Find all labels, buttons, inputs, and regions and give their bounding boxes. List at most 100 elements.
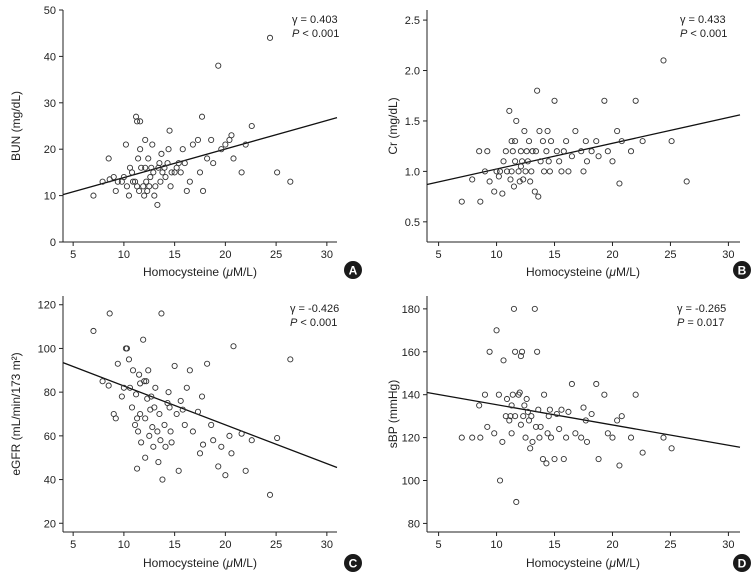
panel-d-data-point bbox=[517, 353, 524, 360]
panel-c-data-point bbox=[140, 336, 147, 343]
panel-d-data-point bbox=[508, 402, 515, 409]
panel-a-y-tick-label: 10 bbox=[44, 191, 56, 203]
panel-c-data-point bbox=[158, 310, 165, 317]
panel-d-badge bbox=[733, 554, 751, 572]
panel-c-data-point bbox=[274, 434, 281, 442]
panel-a-data-point bbox=[151, 192, 158, 199]
panel-c-data-point bbox=[166, 404, 173, 411]
panel-c-data-point bbox=[210, 437, 217, 444]
panel-c-regression-line bbox=[62, 362, 338, 469]
panel-d-data-point bbox=[522, 434, 529, 441]
panel-a-data-point bbox=[137, 146, 144, 153]
panel-b-data-point bbox=[495, 173, 502, 180]
panel-a-xlabel: Homocysteine (μM/L) bbox=[143, 265, 257, 279]
panel-d-data-point bbox=[477, 434, 484, 441]
panel-c-data-point bbox=[151, 404, 158, 411]
panel-d-y-tick-label: 180 bbox=[402, 304, 420, 316]
panel-c-data-point bbox=[126, 384, 134, 391]
panel-b-data-point bbox=[541, 168, 548, 175]
panel-a-data-point bbox=[157, 178, 164, 185]
panel-c-y-tick-label: 40 bbox=[44, 475, 56, 487]
panel-b-data-point bbox=[508, 138, 515, 145]
panel-c-data-point bbox=[226, 432, 233, 439]
panel-d-data-point bbox=[496, 477, 504, 484]
panel-a-data-point bbox=[274, 169, 281, 176]
panel-b-data-point bbox=[609, 158, 616, 165]
panel-a-data-point bbox=[158, 150, 165, 157]
panel-c-data-point bbox=[181, 421, 188, 428]
panel-a-gamma: γ = 0.403 bbox=[292, 14, 338, 26]
panel-a-data-point bbox=[179, 146, 186, 153]
panel-b-x-tick-label: 15 bbox=[548, 249, 560, 261]
panel-c-data-point bbox=[157, 437, 164, 444]
panel-c-data-point bbox=[128, 404, 136, 411]
panel-b-data-point bbox=[593, 138, 600, 145]
panel-d-pvalue: P = 0.017 bbox=[677, 317, 724, 329]
panel-d-data-point bbox=[627, 434, 635, 441]
panel-a-data-point bbox=[137, 118, 144, 125]
panel-a-data-point bbox=[238, 169, 245, 176]
panel-a-data-point bbox=[147, 173, 154, 181]
panel-d-data-point bbox=[604, 430, 611, 437]
panel-a-data-point bbox=[129, 178, 137, 185]
panel-d-data-point bbox=[609, 434, 616, 441]
panel-b-data-point bbox=[513, 117, 520, 125]
panel-c-data-point bbox=[149, 424, 156, 431]
panel-c-data-point bbox=[189, 428, 196, 435]
panel-c-data-point bbox=[134, 465, 141, 472]
panel-d-data-point bbox=[503, 395, 511, 403]
panel-d-data-point bbox=[500, 357, 507, 364]
panel-a-data-point bbox=[122, 141, 129, 148]
panel-c-data-point bbox=[248, 437, 255, 444]
panel-b-y-tick-label: 2.5 bbox=[405, 15, 420, 27]
panel-c-data-point bbox=[222, 472, 229, 479]
panel-b-gamma: γ = 0.433 bbox=[680, 14, 726, 26]
panel-b-data-point bbox=[601, 97, 608, 104]
panel-a-data-point bbox=[114, 178, 121, 185]
panel-c-data-point bbox=[134, 415, 141, 422]
panel-c-data-point bbox=[204, 360, 211, 367]
panel-b-data-point bbox=[517, 148, 524, 155]
panel-d-data-point bbox=[495, 391, 502, 398]
panel-d-data-point bbox=[578, 434, 585, 441]
panel-a-data-point bbox=[230, 155, 237, 162]
panel-b-data-point bbox=[568, 153, 575, 160]
panel-c-data-point bbox=[242, 467, 249, 474]
panel-d-data-point bbox=[558, 406, 565, 413]
panel-b-y-tick-label: 1.5 bbox=[405, 116, 420, 128]
panel-c-y-tick-label: 80 bbox=[44, 387, 56, 399]
panel-b-x-tick-label: 30 bbox=[722, 249, 734, 261]
panel-d-data-point bbox=[506, 417, 513, 424]
panel-b-data-point bbox=[481, 168, 489, 175]
panel-b-data-point bbox=[521, 127, 528, 135]
panel-a-data-point bbox=[145, 155, 152, 162]
panel-b-data-point bbox=[560, 148, 567, 155]
panel-d: γ = -0.265 P = 0.017 Homocysteine (μM/L)… bbox=[386, 296, 751, 572]
panel-a-x-tick-label: 20 bbox=[219, 249, 231, 261]
panel-c-data-point bbox=[132, 421, 139, 428]
panel-c-data-point bbox=[156, 410, 163, 418]
panel-b-data-point bbox=[493, 168, 500, 175]
panel-c-data-point bbox=[183, 384, 190, 391]
panel-d-data-point bbox=[499, 438, 506, 445]
panel-a-x-tick-label: 10 bbox=[118, 249, 130, 261]
panel-a-data-point bbox=[198, 113, 206, 120]
panel-a-ylabel: BUN (mg/dL) bbox=[9, 91, 23, 161]
panel-c-data-point bbox=[129, 367, 137, 374]
panel-b-data-point bbox=[507, 176, 514, 183]
panel-c-data-point bbox=[142, 454, 149, 461]
panel-c-x-tick-label: 30 bbox=[321, 539, 333, 551]
panel-b-data-point bbox=[508, 168, 515, 175]
panel-c-data-point bbox=[161, 421, 168, 428]
panel-c-data-point bbox=[238, 430, 245, 437]
panel-a-data-point bbox=[134, 118, 141, 125]
panel-d-data-point bbox=[535, 406, 542, 413]
panel-a-data-point bbox=[142, 136, 149, 143]
panel-d-data-point bbox=[531, 305, 538, 312]
panel-b-data-point bbox=[516, 178, 523, 185]
panel-d-y-tick-label: 140 bbox=[402, 390, 420, 402]
panel-b-data-point bbox=[553, 148, 560, 155]
panel-c-data-point bbox=[167, 428, 174, 435]
panel-c-data-point bbox=[133, 391, 140, 398]
